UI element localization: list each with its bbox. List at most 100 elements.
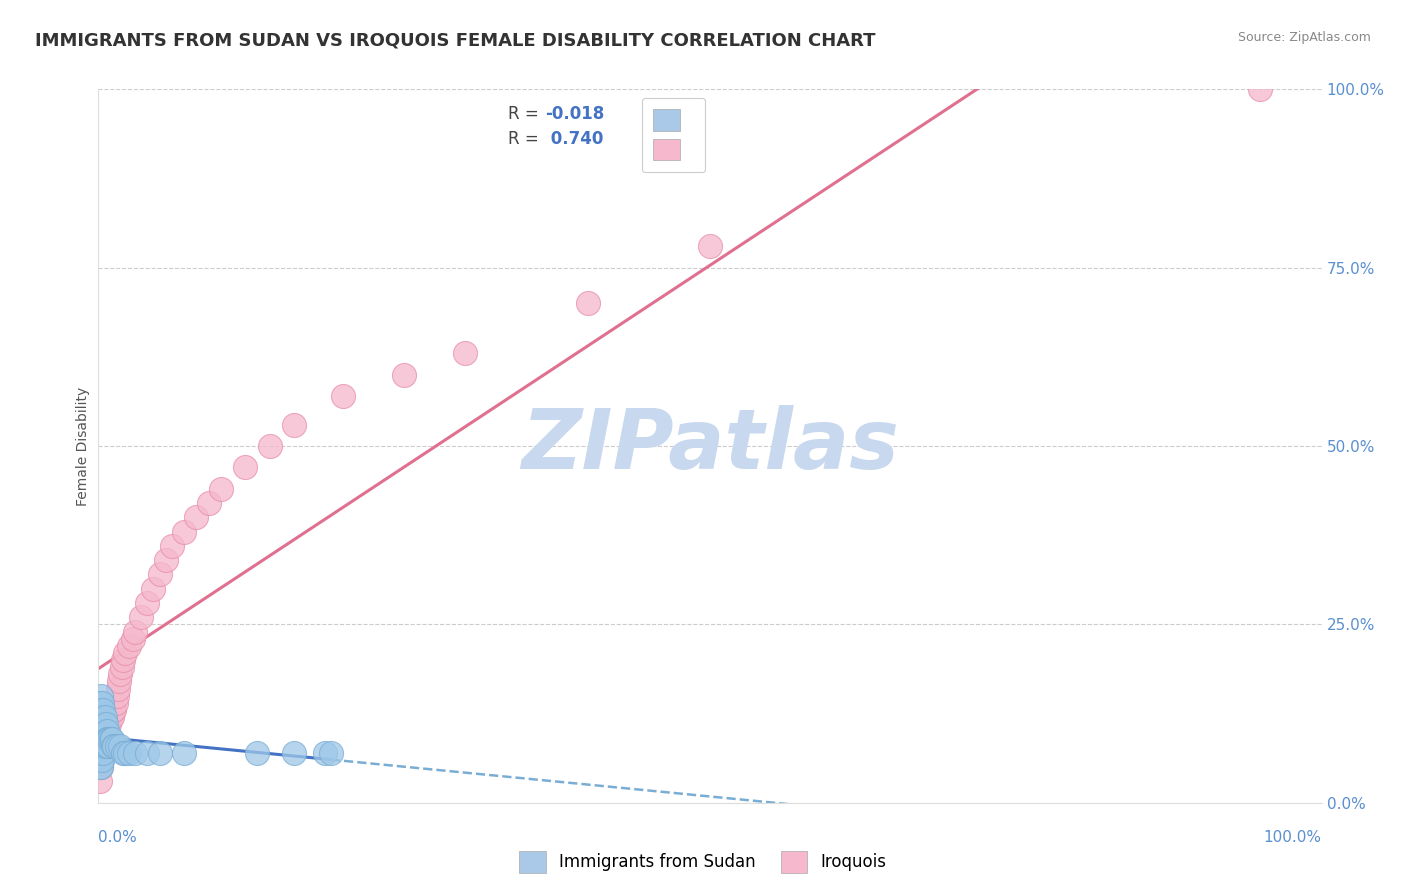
Text: 0.0%: 0.0% <box>98 830 138 845</box>
Point <box>246 746 269 760</box>
Point <box>576 296 599 310</box>
Point <box>173 746 195 760</box>
Point <box>186 510 208 524</box>
Text: 0.740: 0.740 <box>546 130 603 148</box>
Point <box>103 739 125 753</box>
Point <box>89 746 111 760</box>
Legend: , : , <box>641 97 704 172</box>
Point <box>209 482 232 496</box>
Text: IMMIGRANTS FROM SUDAN VS IROQUOIS FEMALE DISABILITY CORRELATION CHART: IMMIGRANTS FROM SUDAN VS IROQUOIS FEMALE… <box>35 31 876 49</box>
Y-axis label: Female Disability: Female Disability <box>76 386 90 506</box>
Point <box>319 746 342 760</box>
Point <box>89 739 111 753</box>
Point <box>283 417 305 432</box>
Point <box>96 724 118 739</box>
Point <box>233 460 256 475</box>
Point <box>89 710 111 724</box>
Point <box>392 368 416 382</box>
Point <box>94 731 117 746</box>
Point <box>94 739 117 753</box>
Point <box>100 710 122 724</box>
Text: 43: 43 <box>679 130 703 148</box>
Point <box>91 739 114 753</box>
Point <box>160 539 183 553</box>
Point <box>104 696 127 710</box>
Point <box>97 731 120 746</box>
Point <box>91 717 114 731</box>
Point <box>108 674 131 689</box>
Point <box>101 710 124 724</box>
Point <box>124 624 146 639</box>
Point <box>699 239 721 253</box>
Point <box>91 746 114 760</box>
Point <box>129 610 152 624</box>
Point <box>142 582 165 596</box>
Point <box>90 739 112 753</box>
Point <box>173 524 195 539</box>
Point <box>259 439 281 453</box>
Point <box>111 653 134 667</box>
Point <box>105 689 128 703</box>
Point <box>96 724 118 739</box>
Text: N =: N = <box>630 105 678 123</box>
Point <box>89 717 111 731</box>
Point <box>90 731 112 746</box>
Point <box>105 739 128 753</box>
Point <box>93 710 115 724</box>
Text: ZIPatlas: ZIPatlas <box>522 406 898 486</box>
Point <box>114 746 136 760</box>
Text: 100.0%: 100.0% <box>1264 830 1322 845</box>
Point <box>314 746 336 760</box>
Point <box>93 724 115 739</box>
Point <box>283 746 305 760</box>
Point <box>91 746 114 760</box>
Point <box>111 660 134 674</box>
Point <box>89 774 111 789</box>
Point <box>121 632 143 646</box>
Text: 57: 57 <box>679 105 703 123</box>
Point <box>90 746 112 760</box>
Point <box>100 731 122 746</box>
Point <box>136 596 159 610</box>
Point <box>94 717 117 731</box>
Point <box>89 760 111 774</box>
Text: R =: R = <box>508 130 544 148</box>
Point <box>90 689 112 703</box>
Point <box>149 746 172 760</box>
Point <box>89 703 111 717</box>
Point <box>91 696 114 710</box>
Point <box>96 731 118 746</box>
Point <box>94 731 117 746</box>
Point <box>454 346 477 360</box>
Point <box>155 553 177 567</box>
Point <box>93 739 115 753</box>
Point <box>101 731 124 746</box>
Text: -0.018: -0.018 <box>546 105 605 123</box>
Point <box>91 703 114 717</box>
Point <box>101 703 124 717</box>
Point <box>91 724 114 739</box>
Point <box>91 753 114 767</box>
Point <box>90 760 112 774</box>
Point <box>101 739 124 753</box>
Point <box>149 567 172 582</box>
Point <box>91 746 114 760</box>
Point <box>90 703 112 717</box>
Point <box>107 681 129 696</box>
Point <box>89 731 111 746</box>
Point <box>111 746 134 760</box>
Point <box>124 746 146 760</box>
Text: R =: R = <box>508 105 544 123</box>
Text: N =: N = <box>630 130 678 148</box>
Point <box>90 710 112 724</box>
Point <box>110 739 132 753</box>
Point <box>1249 82 1271 96</box>
Point <box>98 717 121 731</box>
Point <box>98 731 121 746</box>
Point <box>97 724 120 739</box>
Point <box>136 746 159 760</box>
Text: Source: ZipAtlas.com: Source: ZipAtlas.com <box>1237 31 1371 45</box>
Point <box>89 724 111 739</box>
Legend: Immigrants from Sudan, Iroquois: Immigrants from Sudan, Iroquois <box>513 845 893 880</box>
Point <box>110 667 132 681</box>
